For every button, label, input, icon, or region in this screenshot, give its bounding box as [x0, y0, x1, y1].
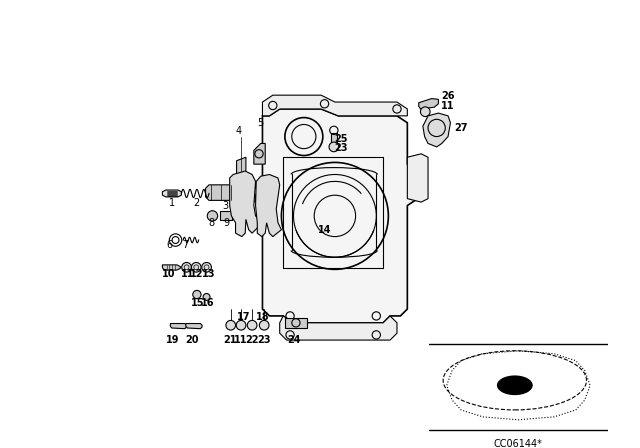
Text: 17: 17: [237, 312, 250, 322]
Text: 11: 11: [234, 335, 248, 345]
Polygon shape: [205, 185, 238, 200]
Polygon shape: [230, 171, 262, 237]
Circle shape: [259, 320, 269, 330]
Bar: [285, 318, 307, 328]
Circle shape: [247, 320, 257, 330]
Circle shape: [203, 293, 210, 301]
Polygon shape: [163, 265, 180, 270]
Polygon shape: [254, 143, 265, 164]
Text: 9: 9: [223, 218, 229, 228]
Circle shape: [193, 290, 201, 299]
Text: 3: 3: [222, 201, 228, 211]
Bar: [331, 133, 337, 147]
Text: 24: 24: [287, 335, 300, 345]
Text: 22: 22: [245, 335, 259, 345]
Circle shape: [226, 320, 236, 330]
Circle shape: [182, 263, 191, 272]
Circle shape: [191, 263, 201, 272]
Text: 14: 14: [318, 225, 332, 235]
Text: 26: 26: [442, 91, 455, 101]
Circle shape: [207, 211, 218, 221]
Text: 12: 12: [190, 269, 204, 279]
Text: 23: 23: [257, 335, 271, 345]
Text: 11: 11: [442, 101, 455, 111]
Circle shape: [236, 320, 246, 330]
Text: 15: 15: [191, 298, 204, 308]
Text: 7: 7: [182, 240, 188, 250]
Circle shape: [420, 107, 430, 116]
Circle shape: [497, 375, 532, 395]
Text: 23: 23: [334, 143, 348, 153]
Text: 4: 4: [236, 126, 242, 136]
Bar: [220, 211, 232, 220]
Polygon shape: [170, 323, 187, 329]
Text: 16: 16: [201, 298, 214, 308]
Text: 10: 10: [162, 269, 175, 279]
Text: 18: 18: [257, 312, 270, 322]
Polygon shape: [280, 316, 397, 340]
Text: 20: 20: [186, 335, 199, 345]
Text: 27: 27: [454, 123, 468, 133]
Text: 11: 11: [180, 269, 194, 279]
Text: 13: 13: [202, 269, 216, 279]
Polygon shape: [407, 154, 428, 202]
Polygon shape: [423, 113, 451, 147]
Text: 19: 19: [166, 335, 179, 345]
Polygon shape: [186, 323, 202, 329]
Polygon shape: [419, 99, 438, 109]
Polygon shape: [237, 157, 246, 178]
Polygon shape: [255, 174, 282, 237]
Circle shape: [329, 142, 339, 152]
Text: 25: 25: [334, 134, 348, 144]
Text: 8: 8: [209, 218, 214, 228]
Text: 2: 2: [193, 198, 199, 208]
Circle shape: [202, 263, 211, 272]
Polygon shape: [163, 190, 181, 197]
Text: CC06144*: CC06144*: [494, 439, 543, 448]
Polygon shape: [262, 109, 418, 323]
Text: 5: 5: [258, 118, 264, 128]
Text: 6: 6: [166, 240, 172, 250]
Polygon shape: [262, 95, 407, 116]
Polygon shape: [235, 178, 255, 206]
Text: 21: 21: [223, 335, 236, 345]
Text: 1: 1: [169, 198, 175, 208]
